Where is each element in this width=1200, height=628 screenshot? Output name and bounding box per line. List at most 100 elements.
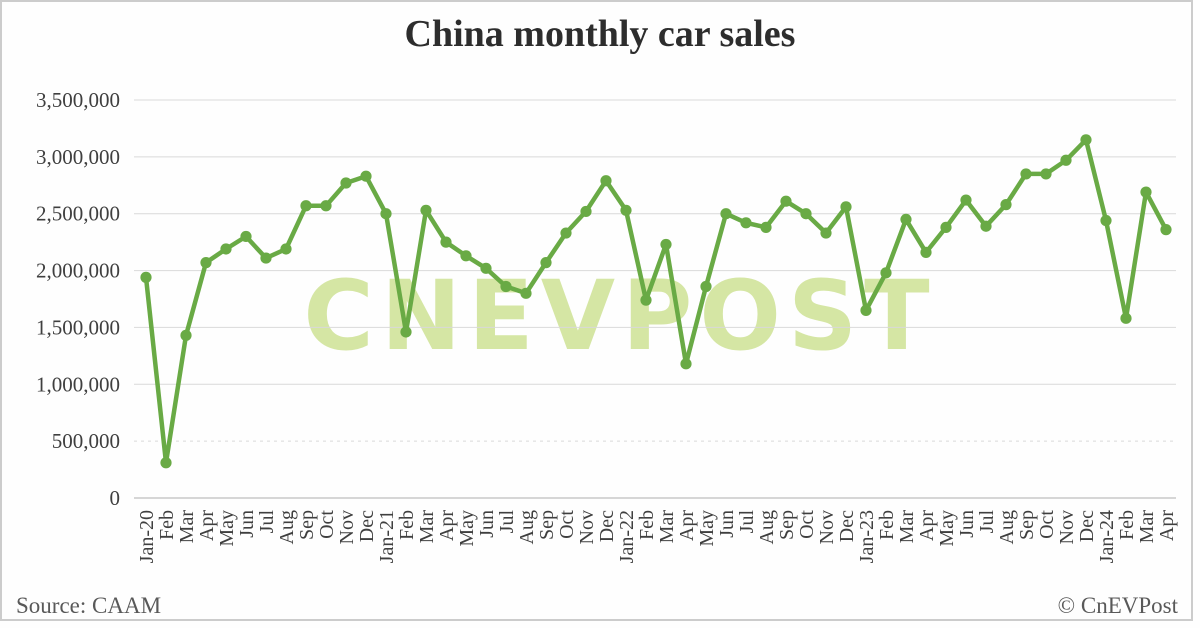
y-axis-tick-label: 500,000 [52,429,120,453]
x-axis-tick-label: Mar [176,510,198,544]
x-axis-tick-label: Apr [1156,510,1178,541]
x-axis-tick-label: Aug [276,510,298,544]
x-axis-tick-label: Nov [1056,510,1078,544]
x-axis-tick-label: Oct [796,510,818,539]
x-axis-tick-label: Jun [476,510,498,538]
data-point-marker [1080,134,1092,146]
chart-title: China monthly car sales [404,13,796,55]
x-axis-tick-label: Apr [916,510,938,541]
data-point-marker [980,220,992,232]
x-axis-tick-label: Nov [576,510,598,544]
data-point-marker [460,250,472,262]
x-axis-tick-label: Jun [956,510,978,538]
data-point-marker [520,287,532,299]
data-point-marker [1020,168,1032,180]
data-point-marker [680,358,692,370]
x-axis-tick-label: Feb [396,510,418,540]
x-axis-tick-label: Sep [536,510,558,540]
source-label: Source: CAAM [16,593,162,618]
data-point-marker [400,326,412,338]
x-axis-tick-label: Dec [836,510,858,542]
data-point-marker [500,280,512,293]
data-point-marker [360,170,372,182]
y-axis-tick-label: 2,500,000 [36,202,120,226]
x-axis-tick-label: Aug [996,510,1018,544]
x-axis-tick-label: Aug [756,510,778,544]
data-point-marker [180,329,192,341]
y-axis-tick-label: 3,000,000 [36,145,120,169]
x-axis-tick-label: Jul [736,510,758,534]
x-axis-tick-label: Nov [816,510,838,544]
data-point-marker [240,230,252,243]
series-line [143,137,1169,465]
x-axis-tick-label: Mar [416,510,438,544]
data-point-marker [960,194,972,206]
data-point-marker [600,175,612,187]
data-point-marker [340,177,352,189]
gridlines-layer [134,99,1176,499]
data-point-marker [560,227,572,239]
x-axis-tick-label: May [216,510,238,547]
data-point-marker [640,294,652,306]
data-point-marker [720,208,732,220]
x-axis-tick-label: Aug [516,510,538,544]
data-point-marker [880,267,892,279]
x-axis-tick-label: Apr [676,510,698,541]
data-point-marker [280,243,292,255]
data-point-marker [260,252,272,264]
x-axis-labels: Jan-20FebMarAprMayJunJulAugSepOctNovDecJ… [136,510,1178,564]
data-point-marker [700,280,712,293]
data-point-marker [940,221,952,233]
data-point-marker [220,243,232,255]
data-point-marker [920,246,932,258]
data-point-marker [820,227,832,239]
data-point-marker [160,457,172,469]
x-axis-tick-label: Mar [656,510,678,544]
x-axis-tick-label: Sep [296,510,318,540]
data-point-marker [1140,186,1152,198]
x-axis-tick-label: Jan-23 [856,510,878,563]
data-point-marker [740,217,752,229]
data-point-marker [1040,168,1052,180]
x-axis-tick-label: Jan-22 [616,510,638,563]
data-point-marker [540,257,552,269]
x-axis-tick-label: Jul [976,510,998,534]
data-point-marker [300,200,312,212]
x-axis-tick-label: Dec [596,510,618,542]
data-point-marker [480,262,492,274]
x-axis-tick-label: Mar [1136,510,1158,544]
x-axis-tick-label: Feb [156,510,178,540]
x-axis-tick-label: Apr [436,510,458,541]
y-axis-labels: 0 500,000 1,000,000 1,500,000 2,000,000 2,500… [36,88,120,510]
y-axis-tick-label: 0 [110,486,121,510]
data-point-marker [860,304,872,316]
data-point-marker [900,213,912,225]
x-axis-tick-label: Mar [896,510,918,544]
x-axis-tick-label: May [456,510,478,547]
data-point-marker [140,271,152,283]
data-point-marker [840,201,852,213]
x-axis-tick-label: Feb [1116,510,1138,540]
copyright-label: © CnEVPost [1057,593,1178,618]
x-axis-tick-label: Dec [356,510,378,542]
series-layer [140,134,1172,469]
data-point-marker [1100,214,1112,227]
data-point-marker [760,221,772,233]
x-axis-tick-label: Oct [1036,510,1058,539]
x-axis-tick-label: Jun [236,510,258,538]
x-axis-tick-label: Sep [776,510,798,540]
y-axis-tick-label: 1,000,000 [36,372,120,396]
data-point-marker [1000,199,1012,211]
x-axis-tick-label: Jun [716,510,738,538]
x-axis-tick-label: Feb [636,510,658,540]
data-point-marker [1120,312,1132,324]
x-axis-tick-label: Jul [256,510,278,534]
data-point-marker [780,195,792,207]
data-point-marker [440,236,452,248]
data-point-marker [320,200,332,212]
x-axis-tick-label: Oct [556,510,578,539]
x-axis-tick-label: Nov [336,510,358,544]
data-point-marker [1060,154,1072,166]
